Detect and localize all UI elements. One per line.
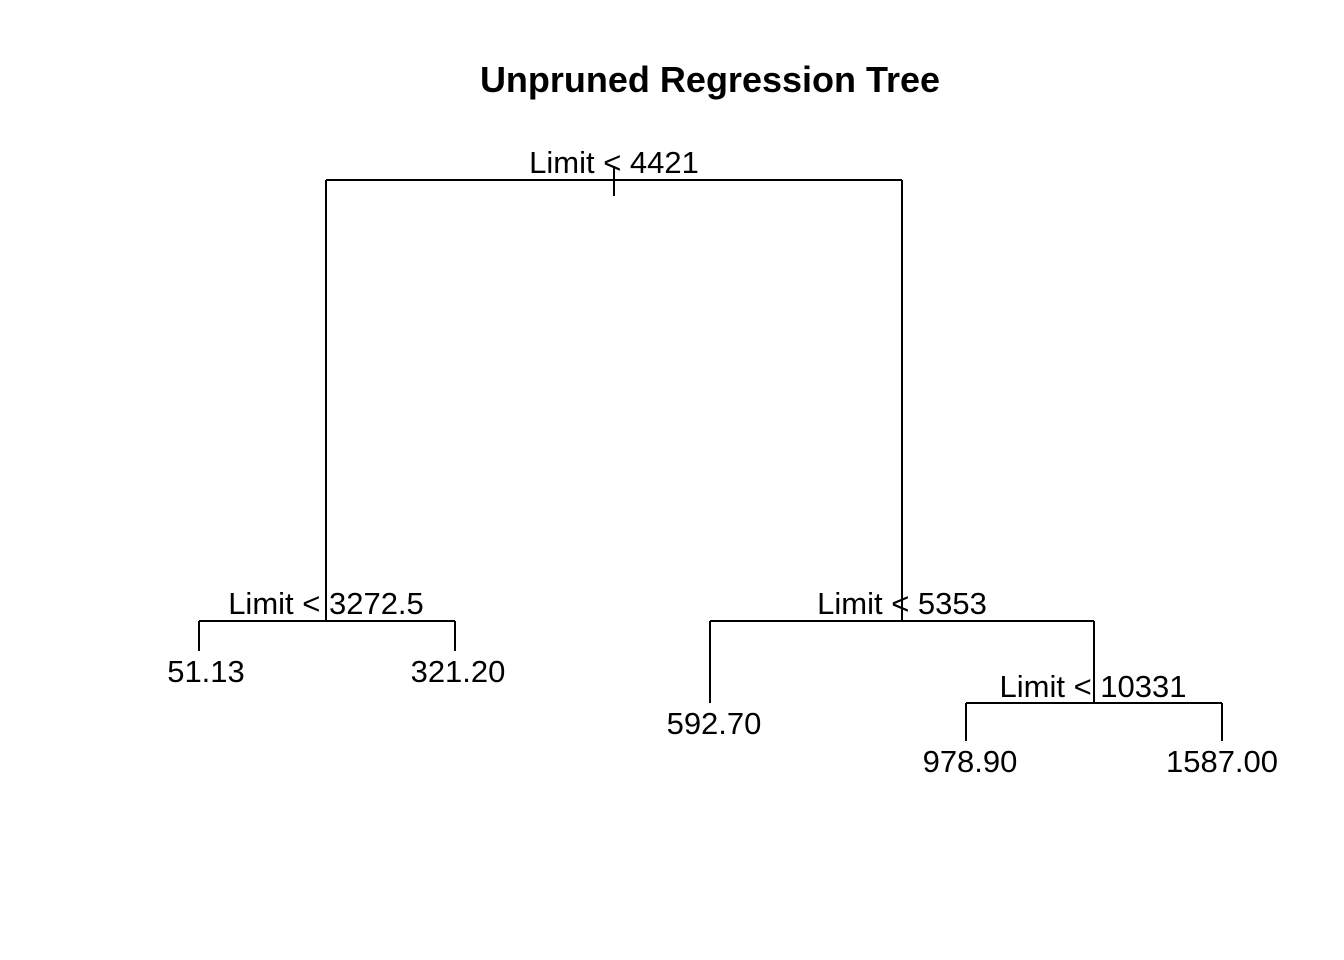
split-label-left: Limit < 3272.5 [228, 586, 424, 621]
tree-edges [198, 166, 1223, 741]
split-label-right: Limit < 5353 [817, 586, 987, 621]
leaf-value: 1587.00 [1166, 744, 1278, 779]
leaf-value: 978.90 [923, 744, 1018, 779]
split-labels: Limit < 4421 Limit < 3272.5 Limit < 5353… [228, 145, 1186, 704]
diagram-title: Unpruned Regression Tree [480, 59, 940, 100]
split-label-root: Limit < 4421 [529, 145, 699, 180]
leaf-labels: 51.13 321.20 592.70 978.90 1587.00 [167, 654, 1278, 779]
leaf-value: 592.70 [667, 706, 762, 741]
leaf-value: 51.13 [167, 654, 245, 689]
leaf-value: 321.20 [411, 654, 506, 689]
split-label-deep: Limit < 10331 [1000, 669, 1187, 704]
